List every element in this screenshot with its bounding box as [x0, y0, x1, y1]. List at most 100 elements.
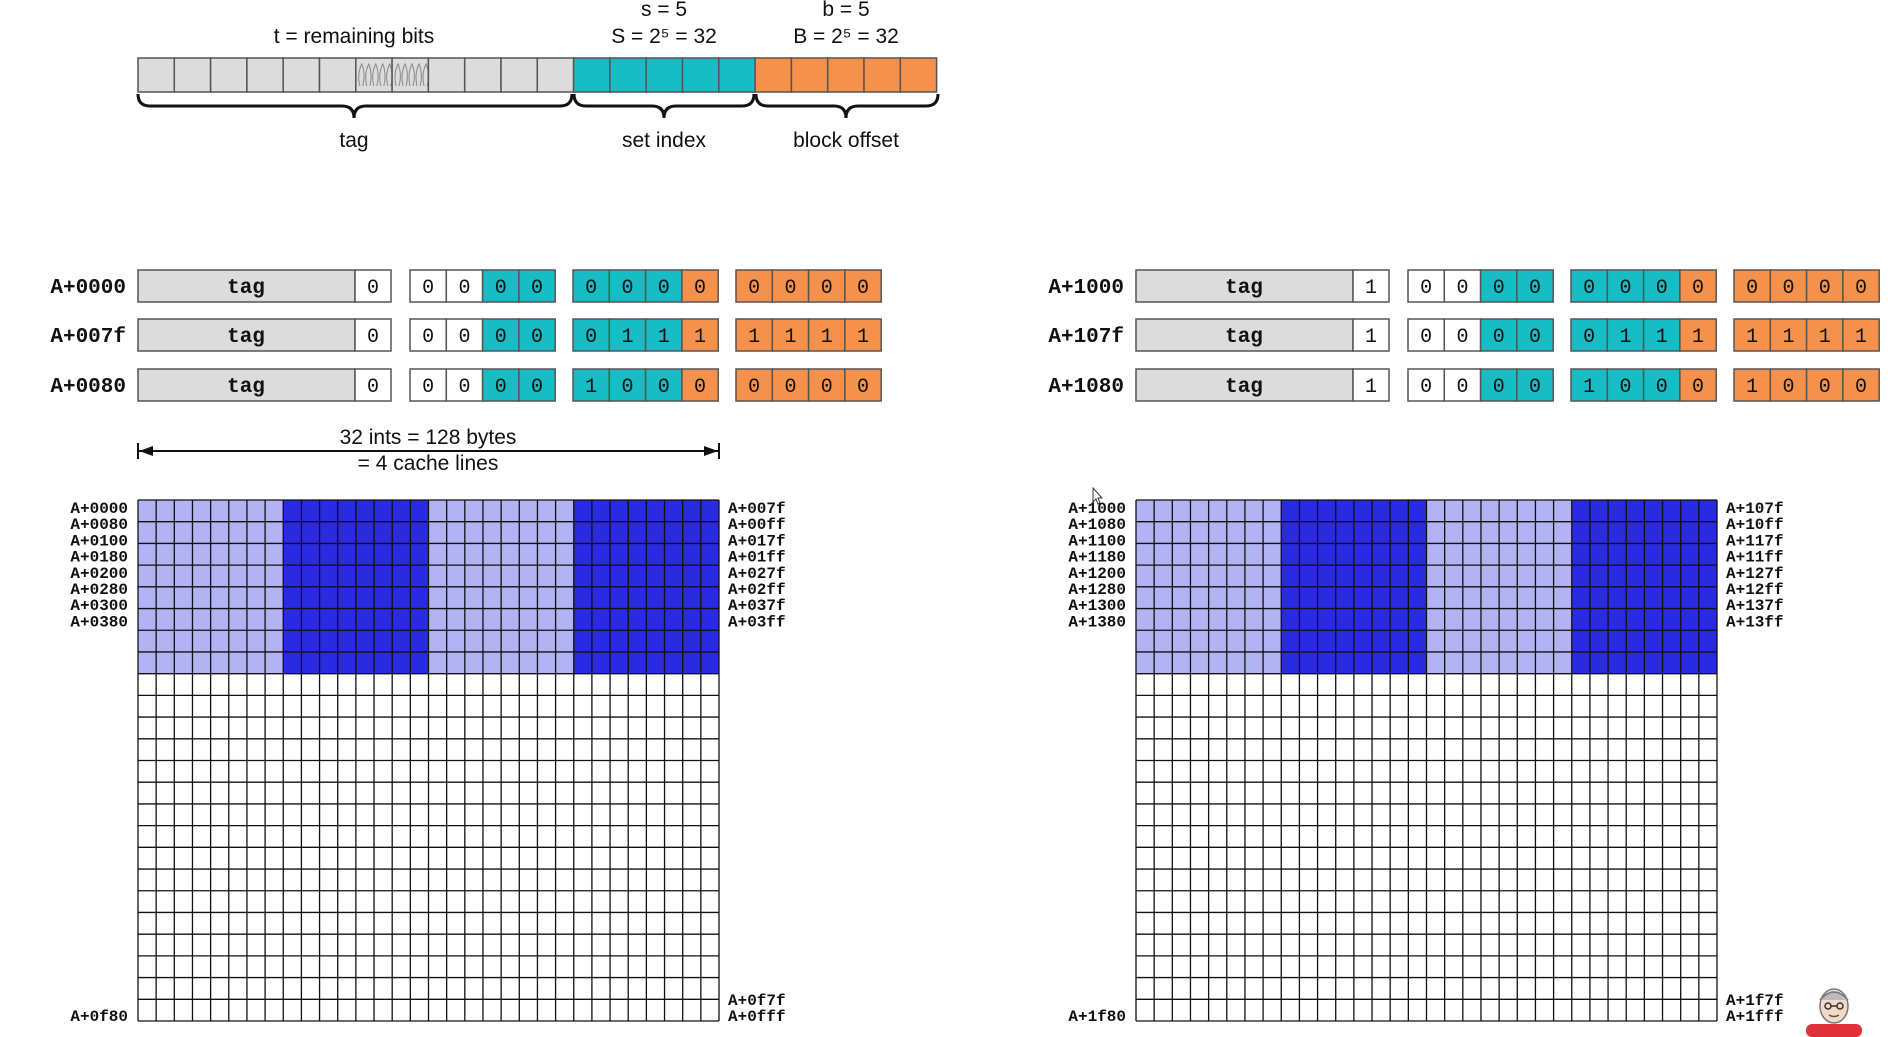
set-index-bit-cell — [645, 57, 684, 93]
address-bit: 0 — [495, 376, 507, 399]
memory-grid: A+1000A+1080A+1100A+1180A+1200A+1280A+13… — [1068, 499, 1784, 1026]
tag-last-bit: 1 — [1365, 326, 1377, 349]
dimension-arrow-left-head — [139, 446, 153, 456]
address-bit-cell — [1679, 318, 1717, 352]
address-row: A+1080 tag 1 0 0 0 0 1 0 0 0 1 0 0 0 — [1048, 368, 1880, 402]
address-bit-cell — [1570, 318, 1609, 352]
row-end-address: A+01ff — [728, 549, 786, 567]
address-bit-cell — [1805, 318, 1844, 352]
address-bit-cell — [1479, 269, 1518, 303]
address-bit: 0 — [621, 376, 633, 399]
row-end-address: A+02ff — [728, 581, 786, 599]
address-bit-cell — [844, 318, 882, 352]
address-bit: 0 — [821, 277, 833, 300]
tag-bit-cell — [173, 57, 212, 93]
row-end-address: A+03ff — [728, 613, 786, 631]
address-bit: 0 — [458, 277, 470, 300]
row-start-address: A+1380 — [1068, 613, 1126, 631]
address-bit-cell — [644, 269, 683, 303]
address-bit: 1 — [694, 326, 706, 349]
address-bit: 0 — [1746, 277, 1758, 300]
address-bit: 0 — [1583, 326, 1595, 349]
address-bit-cell — [1842, 269, 1880, 303]
address-bit-cell — [1679, 368, 1717, 402]
grid-lines — [137, 499, 720, 1022]
t-label: t = remaining bits — [274, 25, 435, 48]
address-bit: 0 — [531, 277, 543, 300]
address-bit: 0 — [1583, 277, 1595, 300]
row-end-address: A+037f — [728, 597, 786, 615]
dimension-label-line1: 32 ints = 128 bytes — [340, 426, 517, 449]
address-bit-cell — [1733, 269, 1772, 303]
address-bit: 0 — [748, 376, 760, 399]
row-start-address: A+0280 — [70, 581, 128, 599]
address-bit: 0 — [1855, 277, 1867, 300]
address-bit: 0 — [694, 376, 706, 399]
address-bit-cell — [644, 368, 683, 402]
set-index-brace — [572, 93, 756, 119]
address-bit: 0 — [857, 376, 869, 399]
tag-last-bit: 0 — [367, 376, 379, 399]
set-index-bit-cell — [681, 57, 720, 93]
address-bit: 1 — [748, 326, 760, 349]
tag-bit-cell — [209, 57, 248, 93]
row-start-address: A+1100 — [1068, 532, 1126, 550]
address-bit: 1 — [821, 326, 833, 349]
address-bit-cell — [771, 269, 810, 303]
address-bit-cell — [1407, 269, 1446, 303]
address-bit: 0 — [531, 326, 543, 349]
tag-field-label: tag — [1225, 326, 1263, 349]
row-start-address: A+0000 — [70, 500, 128, 518]
address-bit: 0 — [694, 277, 706, 300]
address-bit-cell — [1642, 269, 1681, 303]
row-end-address: A+127f — [1726, 565, 1784, 583]
set-index-label: set index — [622, 129, 707, 152]
address-bit-cell — [409, 318, 448, 352]
tag-bit-cell — [282, 57, 321, 93]
address-bit: 1 — [585, 376, 597, 399]
memory-grid: A+0000A+0080A+0100A+0180A+0200A+0280A+03… — [70, 499, 786, 1026]
row-start-address: A+0180 — [70, 549, 128, 567]
row-start-address: A+0080 — [70, 516, 128, 534]
address-bit-cell — [572, 368, 611, 402]
address-bit: 0 — [1855, 376, 1867, 399]
address-bit-cell — [681, 318, 719, 352]
address-bit: 0 — [1619, 277, 1631, 300]
address-bit-cell — [518, 368, 556, 402]
row-start-address: A+1280 — [1068, 581, 1126, 599]
tag-bit-cell — [463, 57, 502, 93]
address-bit-cell — [1407, 368, 1446, 402]
address-bit-cell — [481, 269, 520, 303]
address-bit: 1 — [1692, 326, 1704, 349]
address-bit: 0 — [857, 277, 869, 300]
mouse-cursor-icon — [1092, 486, 1104, 505]
dimension-label-line2: = 4 cache lines — [358, 452, 499, 475]
last-row-end-address: A+1fff — [1726, 1008, 1784, 1026]
row-address: A+0000 — [50, 277, 126, 300]
row-end-address: A+017f — [728, 532, 786, 550]
row-end-address: A+137f — [1726, 597, 1784, 615]
address-bit-cell — [1443, 368, 1482, 402]
tag-last-bit-cell — [1352, 269, 1390, 303]
tag-field-label: tag — [227, 277, 265, 300]
dimension-annotation: 32 ints = 128 bytes = 4 cache lines — [137, 426, 720, 475]
address-bit-cell — [807, 318, 846, 352]
address-bit-cell — [807, 269, 846, 303]
row-end-address: A+13ff — [1726, 613, 1784, 631]
address-bit-cell — [1805, 368, 1844, 402]
block-offset-brace — [754, 93, 940, 119]
row-start-address: A+0300 — [70, 597, 128, 615]
address-row: A+107f tag 1 0 0 0 0 0 1 1 1 1 1 1 1 — [1048, 318, 1880, 352]
address-bit: 0 — [531, 376, 543, 399]
block-offset-bit-cell — [899, 57, 938, 93]
address-bit: 1 — [1855, 326, 1867, 349]
address-bit-cell — [1679, 269, 1717, 303]
address-bit-cell — [1842, 318, 1880, 352]
last-row-end-address: A+0f7f — [728, 992, 786, 1010]
address-bit: 0 — [1692, 376, 1704, 399]
address-row: A+0000 tag 0 0 0 0 0 0 0 0 0 0 0 0 0 — [50, 269, 882, 303]
address-tables: A+0000 tag 0 0 0 0 0 0 0 0 0 0 0 0 0 A+007f tag 0 0 0 0 0 0 1 1 1… — [50, 269, 1880, 402]
tag-field-label: tag — [1225, 277, 1263, 300]
address-bit-cell — [518, 318, 556, 352]
